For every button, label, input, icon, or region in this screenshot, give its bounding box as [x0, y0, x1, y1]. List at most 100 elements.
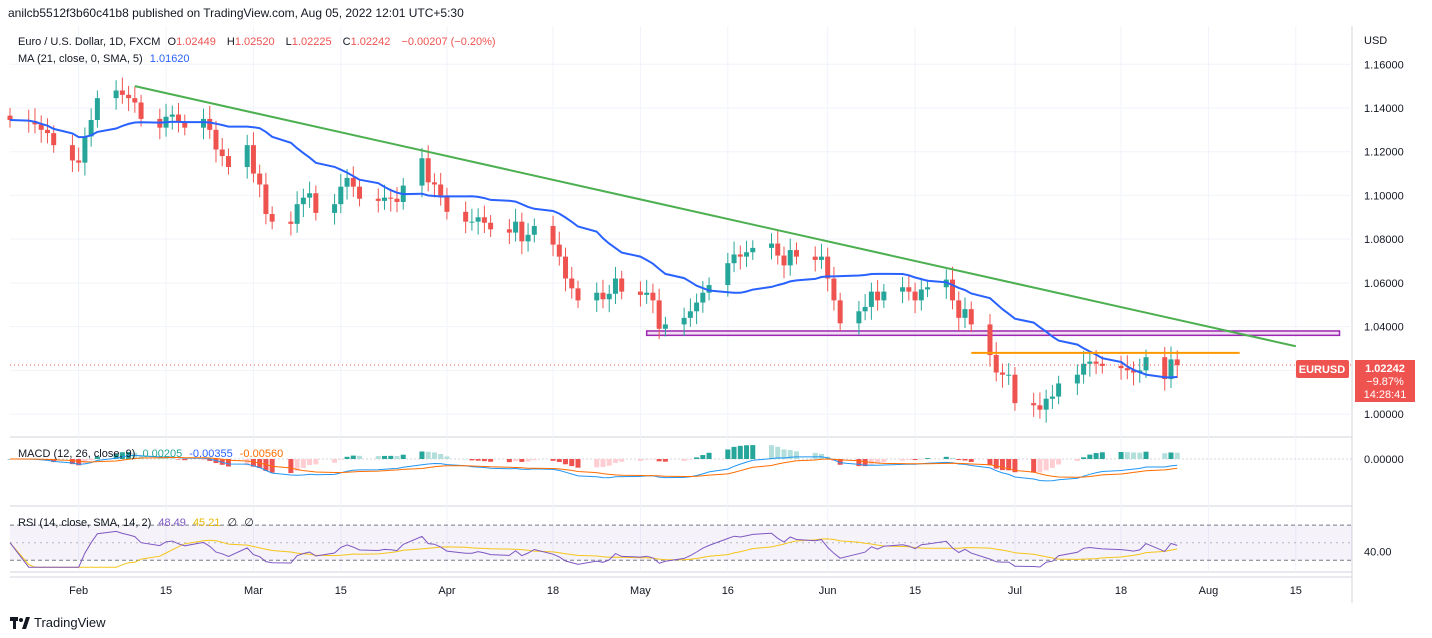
macd-histogram-bar [1131, 452, 1137, 459]
macd-histogram-bar [1099, 452, 1105, 459]
candle-down [44, 129, 50, 134]
candle-down [207, 118, 213, 130]
macd-histogram-bar [637, 459, 643, 461]
price-tick-label: 1.08000 [1364, 234, 1404, 246]
macd-histogram-bar [531, 459, 537, 461]
time-tick-label: 15 [1290, 585, 1302, 597]
currency-label: USD [1364, 35, 1387, 47]
footer-brand[interactable]: TradingView [10, 615, 106, 630]
macd-histogram-bar [419, 451, 425, 459]
candle-up [856, 311, 862, 324]
candle-down [563, 256, 569, 279]
macd-histogram-bar [1056, 459, 1062, 465]
macd-histogram-bar [119, 452, 125, 459]
macd-histogram-bar [338, 459, 344, 460]
candle-down [781, 255, 787, 266]
macd-histogram-bar [837, 459, 843, 465]
candle-up [344, 177, 350, 187]
macd-histogram-bar [525, 459, 531, 462]
candle-down [219, 149, 225, 157]
candle-down [575, 288, 581, 301]
time-tick-label: Jul [1008, 585, 1022, 597]
candle-up [962, 309, 968, 318]
candle-down [69, 145, 75, 161]
time-tick-label: Jun [819, 585, 837, 597]
macd-histogram-bar [612, 459, 618, 463]
candle-down [556, 244, 562, 257]
ma-line [9, 119, 1178, 379]
macd-histogram-bar [1118, 452, 1124, 459]
candle-up [294, 204, 300, 224]
candle-down [1012, 374, 1018, 404]
candle-down [182, 122, 188, 128]
candle-up [644, 292, 650, 295]
candle-up [700, 292, 706, 303]
macd-axis-tick: 0.00000 [1364, 454, 1404, 466]
candle-down [357, 186, 363, 199]
candle-down [656, 300, 662, 329]
macd-histogram-bar [431, 452, 437, 459]
macd-value-2: -0.00355 [189, 448, 233, 460]
macd-histogram-bar [1174, 452, 1180, 459]
candle-down [375, 198, 381, 201]
macd-histogram-bar [1081, 457, 1087, 459]
candle-up [818, 256, 824, 260]
last-price-badge: EURUSD 1.02242 −9.87% 14:28:41 [1296, 360, 1415, 402]
macd-histogram-bar [388, 455, 394, 459]
candle-down [825, 256, 831, 279]
macd-histogram-bar [94, 456, 100, 459]
candle-down [999, 372, 1005, 375]
candle-down [993, 355, 999, 373]
macd-histogram-bar [488, 459, 494, 462]
l-label: L [285, 36, 292, 48]
macd-histogram-bar [382, 455, 388, 459]
time-tick-label: 15 [160, 585, 172, 597]
macd-histogram-bar [82, 459, 88, 464]
macd-histogram-bar [606, 459, 612, 466]
candle-down [138, 102, 144, 119]
candle-up [94, 98, 100, 121]
macd-histogram-bar [956, 459, 962, 461]
macd-histogram-bar [569, 459, 575, 467]
macd-histogram-bar [350, 455, 356, 459]
price-tick-label: 1.14000 [1364, 103, 1404, 115]
macd-histogram-bar [1137, 452, 1143, 459]
candle-down [506, 229, 512, 233]
candle-down [250, 145, 256, 174]
macd-line [9, 454, 1178, 482]
candle-down [950, 279, 956, 301]
candle-up [769, 243, 775, 248]
macd-histogram-bar [662, 459, 668, 462]
time-tick-label: May [630, 585, 651, 597]
macd-histogram-bar [113, 453, 119, 459]
candle-up [731, 254, 737, 264]
time-axis[interactable]: Feb 15 Mar 15 Apr 18 May 16 Jun 15 Jul 18 Aug 15 [69, 585, 1302, 597]
macd-histogram-bar [300, 459, 306, 468]
candle-up [1043, 398, 1049, 410]
candle-down [956, 300, 962, 318]
rsi-legend: RSI (14, close, SMA, 14, 2) 48.49 45.21 … [18, 516, 258, 529]
candle-down [569, 278, 575, 289]
candle-down [987, 324, 993, 356]
macd-histogram-bar [550, 459, 556, 461]
macd-histogram-bar [394, 456, 400, 459]
candle-down [519, 221, 525, 242]
macd-histogram-bar [438, 453, 444, 459]
macd-histogram-bar [862, 459, 868, 467]
support-zone [645, 330, 1341, 337]
main-legend: Euro / U.S. Dollar, 1D, FXCM O1.02449 H1… [18, 36, 500, 48]
macd-histogram-bar [619, 459, 625, 462]
candle-down [431, 182, 437, 185]
candle-up [694, 302, 700, 312]
rsi-ma-line [9, 538, 1178, 568]
candle-down [1131, 370, 1137, 373]
macd-histogram-bar [1074, 459, 1080, 461]
trendlines [10, 85, 1352, 366]
macd-histogram-bar [1162, 453, 1168, 459]
candle-up [1143, 357, 1149, 371]
candle-up [332, 204, 338, 213]
candle-down [7, 115, 13, 121]
candle-up [1168, 359, 1174, 380]
macd-histogram-bar [76, 459, 82, 466]
